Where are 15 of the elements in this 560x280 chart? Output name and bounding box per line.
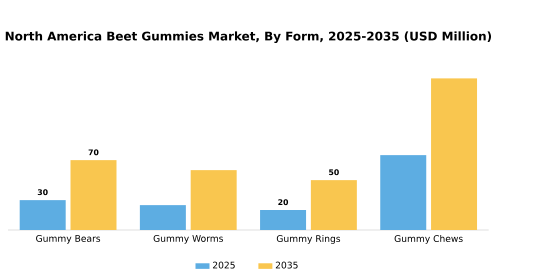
legend-label: 2035 <box>276 262 298 269</box>
bar <box>140 205 186 230</box>
bar <box>260 210 306 230</box>
chart-title: North America Beet Gummies Market, By Form, 2025-2035 (USD Million) <box>6 31 492 44</box>
x-tick-label: Gummy Worms <box>154 234 223 244</box>
bar <box>70 160 116 230</box>
x-tick-label: Gummy Bears <box>36 234 100 244</box>
x-tick-label: Gummy Chews <box>394 234 463 244</box>
bar <box>20 200 66 230</box>
bar <box>431 78 478 230</box>
legend-label: 2025 <box>212 262 235 269</box>
bar <box>310 180 357 230</box>
bar <box>190 170 237 230</box>
x-tick-label: Gummy Rings <box>276 234 340 244</box>
bar <box>380 155 426 230</box>
